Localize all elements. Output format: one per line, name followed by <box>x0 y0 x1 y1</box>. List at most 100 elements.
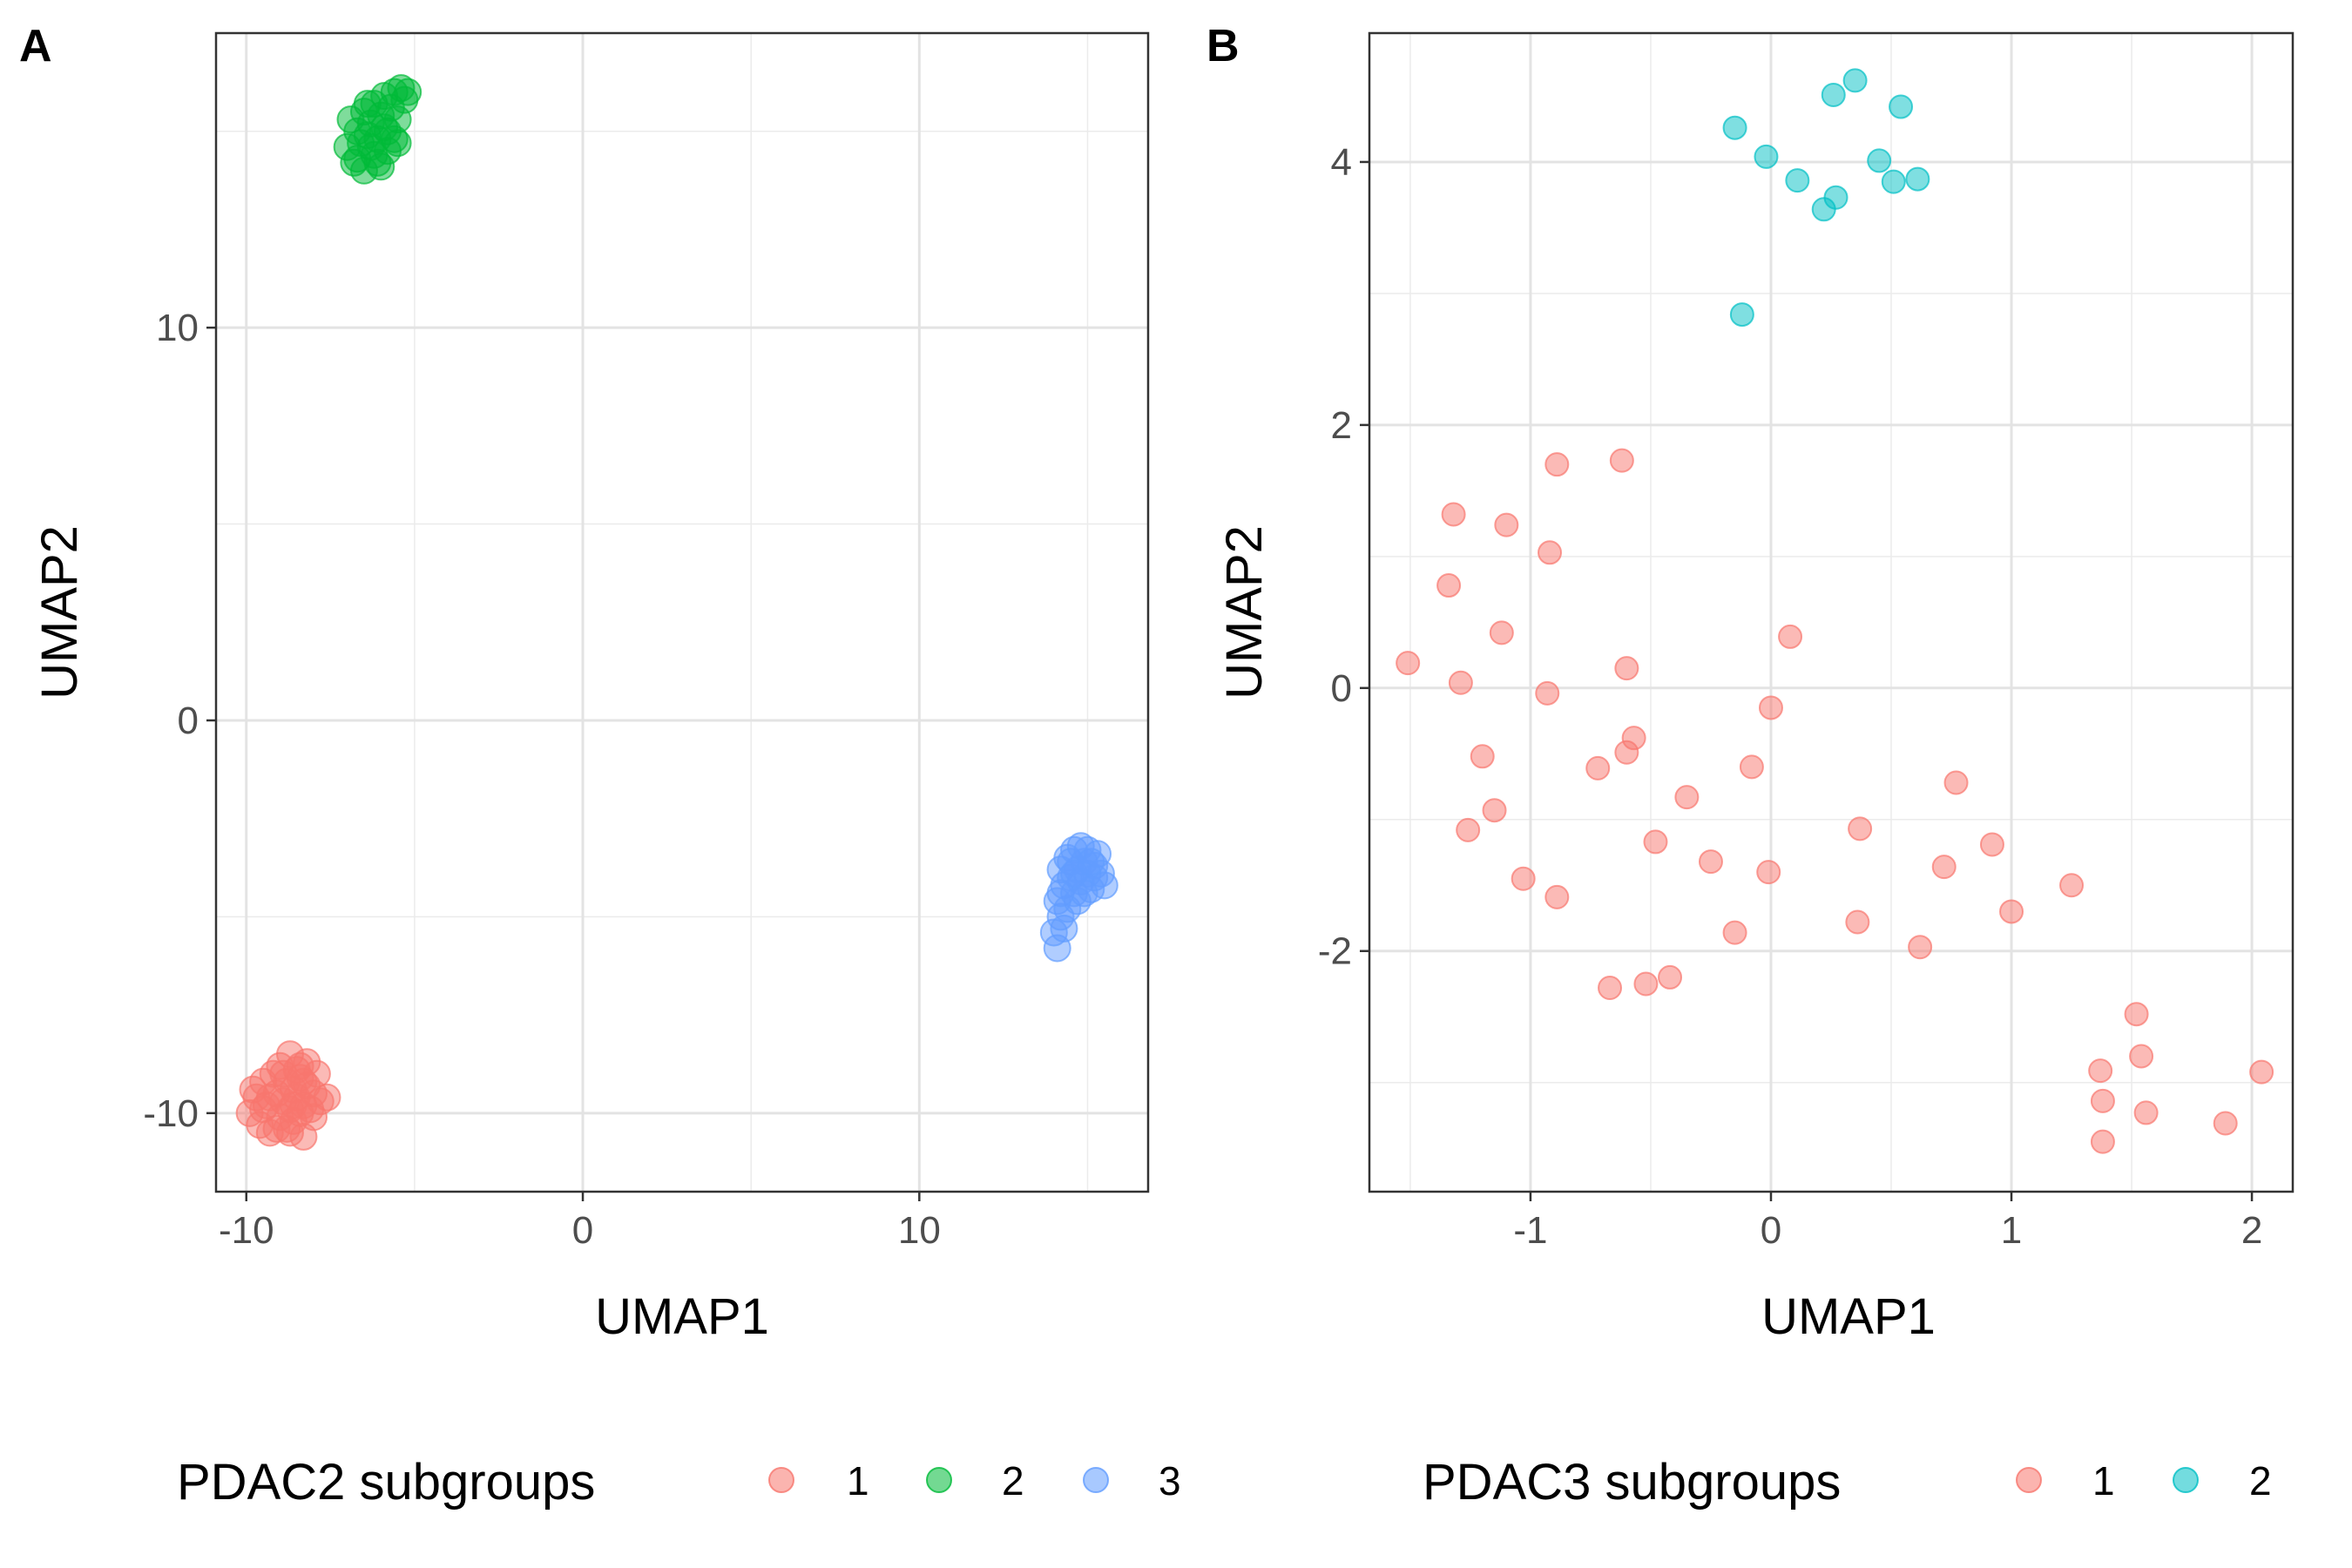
x-tick-label: 1 <box>2001 1209 2022 1252</box>
panel-b-legend-label-1: 1 <box>2092 1458 2115 1504</box>
y-tick-label: 4 <box>1331 141 1352 184</box>
point-subgroup-1 <box>1598 976 1623 1001</box>
point-subgroup-2 <box>353 90 382 118</box>
point-subgroup-1 <box>1756 860 1781 885</box>
panel-b-legend-key-2 <box>2173 1467 2199 1493</box>
point-subgroup-1 <box>2124 1002 2149 1027</box>
point-subgroup-1 <box>1470 744 1495 769</box>
x-tick-label: -10 <box>219 1209 274 1252</box>
x-tick-label: 10 <box>898 1209 941 1252</box>
point-subgroup-1 <box>1931 855 1957 880</box>
point-subgroup-1 <box>1621 726 1646 751</box>
panel-a: A -10 0 10 -10 0 10 UMAP1 UMAP2 PDAC2 subgro… <box>19 21 1181 1511</box>
point-subgroup-1 <box>2129 1044 2154 1069</box>
point-subgroup-1 <box>1908 935 1933 960</box>
panel-b-tag: B <box>1206 21 1240 71</box>
point-subgroup-1 <box>1633 971 1659 997</box>
point-subgroup-1 <box>1494 512 1519 537</box>
point-subgroup-1 <box>1658 964 1683 990</box>
point-subgroup-1 <box>313 1083 341 1112</box>
point-subgroup-3 <box>1050 914 1078 943</box>
point-subgroup-2 <box>1867 148 1892 173</box>
panel-b: B -1 0 1 2 -2 0 2 4 UMAP1 UMAP2 PDAC3 subgroup… <box>1206 21 2295 1511</box>
point-subgroup-1 <box>1482 798 1507 823</box>
point-subgroup-2 <box>1722 115 1747 140</box>
y-tick-label: 0 <box>1331 667 1352 710</box>
panel-b-legend-label-2: 2 <box>2249 1458 2272 1504</box>
x-tick-label: -1 <box>1513 1209 1547 1252</box>
panel-a-legend-title: PDAC2 subgroups <box>177 1454 595 1511</box>
point-subgroup-1 <box>2090 1129 2115 1154</box>
point-subgroup-1 <box>1943 770 1969 795</box>
point-subgroup-1 <box>1848 816 1873 841</box>
panel-a-legend-key-3 <box>1083 1467 1109 1493</box>
panel-b-legend: PDAC3 subgroups 1 2 <box>1423 1454 2272 1511</box>
point-subgroup-3 <box>1046 879 1075 908</box>
point-subgroup-1 <box>1538 540 1563 565</box>
panel-b-plot-background <box>1369 33 2293 1192</box>
point-subgroup-1 <box>1448 670 1473 695</box>
panel-b-border <box>1368 31 2295 1193</box>
point-subgroup-2 <box>1821 82 1846 107</box>
point-subgroup-2 <box>1881 169 1906 194</box>
x-tick-label: 2 <box>2241 1209 2262 1252</box>
panel-b-points <box>1396 68 2274 1154</box>
panel-a-tag: A <box>19 21 52 71</box>
point-subgroup-1 <box>1456 817 1481 842</box>
panel-a-y-axis-title: UMAP2 <box>31 525 88 700</box>
point-subgroup-1 <box>2059 873 2085 898</box>
panel-a-y-ticks: -10 0 10 <box>143 307 216 1135</box>
point-subgroup-1 <box>1722 920 1747 945</box>
panel-b-major-grid <box>1369 33 2293 1192</box>
point-subgroup-1 <box>1643 829 1668 855</box>
point-subgroup-1 <box>1739 754 1764 780</box>
point-subgroup-1 <box>2213 1111 2238 1136</box>
point-subgroup-1 <box>1436 573 1462 598</box>
panel-a-legend: PDAC2 subgroups 1 2 3 <box>177 1454 1181 1511</box>
panel-b-legend-title: PDAC3 subgroups <box>1423 1454 1841 1511</box>
point-subgroup-3 <box>1077 848 1105 876</box>
x-tick-label: 0 <box>1761 1209 1781 1252</box>
point-subgroup-1 <box>1758 695 1783 720</box>
point-subgroup-1 <box>1845 909 1870 935</box>
point-subgroup-1 <box>2090 1088 2115 1113</box>
point-subgroup-1 <box>1609 448 1634 473</box>
x-tick-label: 0 <box>572 1209 593 1252</box>
panel-b-y-ticks: -2 0 2 4 <box>1318 141 1369 973</box>
point-subgroup-1 <box>249 1095 278 1124</box>
point-subgroup-2 <box>1905 166 1930 192</box>
point-subgroup-1 <box>2088 1058 2113 1084</box>
panel-a-x-ticks: -10 0 10 <box>219 1192 941 1252</box>
point-subgroup-1 <box>1396 651 1421 676</box>
point-subgroup-1 <box>300 1103 328 1132</box>
point-subgroup-2 <box>1729 302 1754 328</box>
point-subgroup-1 <box>2249 1059 2274 1085</box>
panel-a-legend-key-2 <box>926 1467 952 1493</box>
panel-a-points <box>235 74 1119 1151</box>
point-subgroup-1 <box>1511 866 1536 891</box>
point-subgroup-2 <box>1823 185 1848 210</box>
y-tick-label: -2 <box>1318 930 1352 973</box>
panel-a-legend-key-1 <box>768 1467 794 1493</box>
point-subgroup-2 <box>380 125 409 153</box>
point-subgroup-1 <box>1544 884 1570 909</box>
panel-a-legend-label-2: 2 <box>1002 1458 1024 1504</box>
point-subgroup-2 <box>1842 68 1868 93</box>
panel-a-legend-label-3: 3 <box>1159 1458 1181 1504</box>
point-subgroup-1 <box>1441 502 1466 527</box>
point-subgroup-2 <box>1754 144 1779 169</box>
y-tick-label: 0 <box>178 700 199 742</box>
point-subgroup-2 <box>1889 94 1914 119</box>
point-subgroup-1 <box>1698 849 1723 875</box>
panel-a-legend-label-1: 1 <box>847 1458 869 1504</box>
point-subgroup-1 <box>1674 785 1700 810</box>
panel-a-x-axis-title: UMAP1 <box>595 1288 769 1345</box>
y-tick-label: 10 <box>156 307 199 349</box>
point-subgroup-2 <box>1785 168 1810 193</box>
point-subgroup-1 <box>1585 755 1611 781</box>
point-subgroup-1 <box>1535 680 1560 706</box>
point-subgroup-1 <box>286 1051 314 1080</box>
point-subgroup-1 <box>1979 832 2004 857</box>
panel-b-y-axis-title: UMAP2 <box>1216 525 1273 700</box>
